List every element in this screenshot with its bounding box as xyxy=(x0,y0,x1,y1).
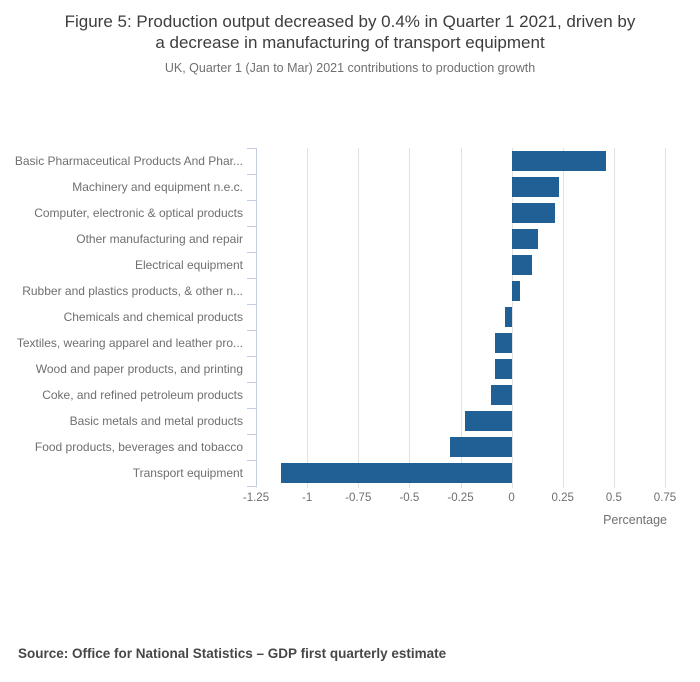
x-tick-label: 0.25 xyxy=(551,492,574,504)
y-axis-tick xyxy=(247,148,256,149)
figure-title-line-1: Figure 5: Production output decreased by… xyxy=(64,12,636,31)
x-tick-label: 0.5 xyxy=(605,492,622,504)
source-note: Source: Office for National Statistics –… xyxy=(18,646,447,661)
category-label: Chemicals and chemical products xyxy=(63,310,243,324)
bar xyxy=(511,281,520,301)
category-label: Wood and paper products, and printing xyxy=(35,362,243,376)
category-label: Electrical equipment xyxy=(134,258,243,272)
category-label: Coke, and refined petroleum products xyxy=(42,388,243,402)
bar xyxy=(495,333,512,353)
x-tick-label: -0.25 xyxy=(447,492,474,504)
figure-title-line-2: a decrease in manufacturing of transport… xyxy=(155,33,545,52)
gridline xyxy=(358,148,360,488)
figure-title: Figure 5: Production output decreased by… xyxy=(0,0,700,75)
y-axis-tick xyxy=(247,408,256,409)
gridline xyxy=(307,148,309,488)
y-axis-tick xyxy=(247,174,256,175)
category-label: Basic metals and metal products xyxy=(69,414,243,428)
category-label: Rubber and plastics products, & other n.… xyxy=(22,284,243,298)
y-axis-tick xyxy=(247,226,256,227)
category-label: Basic Pharmaceutical Products And Phar..… xyxy=(14,154,243,168)
x-tick-label: -0.75 xyxy=(345,492,372,504)
y-axis-tick xyxy=(247,200,256,201)
bar xyxy=(511,255,533,275)
gridline xyxy=(409,148,411,488)
gridline xyxy=(665,148,666,488)
y-axis-tick xyxy=(247,486,256,487)
gridline xyxy=(460,148,462,488)
y-axis-line xyxy=(256,148,257,486)
y-axis-tick xyxy=(247,278,256,279)
category-label: Computer, electronic & optical products xyxy=(34,206,243,220)
bar xyxy=(495,359,512,379)
bar xyxy=(511,151,606,171)
y-axis-tick xyxy=(247,304,256,305)
bar xyxy=(464,411,512,431)
y-axis-tick xyxy=(247,356,256,357)
x-tick-label: 0.75 xyxy=(653,492,677,504)
category-label: Textiles, wearing apparel and leather pr… xyxy=(16,336,243,350)
bar xyxy=(511,229,539,249)
y-axis-tick xyxy=(247,330,256,331)
x-tick-label: -1.25 xyxy=(242,492,270,504)
y-axis-tick xyxy=(247,434,256,435)
y-axis-tick xyxy=(247,382,256,383)
category-label: Machinery and equipment n.e.c. xyxy=(72,180,243,194)
y-axis-tick xyxy=(247,252,256,253)
gridline xyxy=(511,148,513,488)
y-axis-tick xyxy=(247,460,256,461)
category-label: Other manufacturing and repair xyxy=(76,232,243,246)
category-label: Transport equipment xyxy=(132,466,243,480)
category-label: Food products, beverages and tobacco xyxy=(34,440,243,454)
bar xyxy=(511,203,555,223)
x-tick-label: -1 xyxy=(302,492,313,504)
gridline xyxy=(562,148,564,488)
bar xyxy=(511,177,559,197)
bar xyxy=(491,385,512,405)
bar xyxy=(505,307,512,327)
x-axis-label: Percentage xyxy=(603,513,667,527)
bar xyxy=(450,437,512,457)
x-tick-label: 0 xyxy=(508,492,515,504)
x-tick-label: -0.5 xyxy=(399,492,420,504)
figure-subtitle: UK, Quarter 1 (Jan to Mar) 2021 contribu… xyxy=(164,61,536,75)
gridline xyxy=(613,148,615,488)
bar xyxy=(280,463,512,483)
